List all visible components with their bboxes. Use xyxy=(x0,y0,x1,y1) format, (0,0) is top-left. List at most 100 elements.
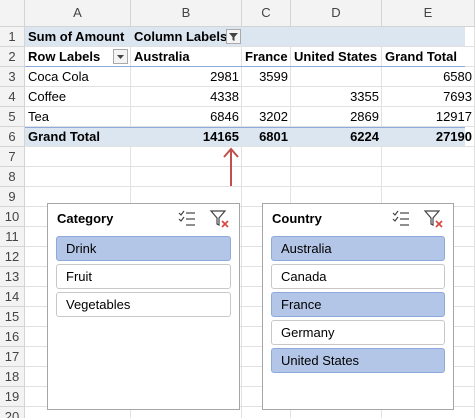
pivot-value-field: Sum of Amount xyxy=(28,29,125,44)
value-cell: 4338 xyxy=(210,89,239,104)
row-header: 16 xyxy=(0,327,25,347)
cell xyxy=(242,87,291,107)
row-header: 14 xyxy=(0,287,25,307)
value-cell: 6846 xyxy=(210,109,239,124)
row-header: 9 xyxy=(0,187,25,207)
value-cell: 2981 xyxy=(210,69,239,84)
slicer: Country Australia Canada France Germany Unite… xyxy=(262,203,454,410)
value-cell: 3355 xyxy=(350,89,379,104)
slicer-title: Category xyxy=(57,211,114,226)
row-header: 2 xyxy=(0,47,25,67)
slicer-title: Country xyxy=(272,211,322,226)
cell xyxy=(242,407,291,418)
cell xyxy=(25,107,131,127)
grand-total-value: 14165 xyxy=(202,129,239,144)
row-header: 17 xyxy=(0,347,25,367)
cell xyxy=(242,167,291,187)
cell xyxy=(242,107,291,127)
value-cell xyxy=(291,67,382,87)
column-header: A xyxy=(25,0,131,27)
slicer-item[interactable]: Fruit xyxy=(56,264,231,289)
slicer-item[interactable]: France xyxy=(271,292,445,317)
row-header: 4 xyxy=(0,87,25,107)
row-header: 8 xyxy=(0,167,25,187)
cell xyxy=(131,87,242,107)
row-header: 12 xyxy=(0,247,25,267)
cell xyxy=(25,407,131,418)
clear-filter-button[interactable] xyxy=(209,209,231,229)
row-header: 13 xyxy=(0,267,25,287)
value-cell: 2869 xyxy=(350,109,379,124)
cell xyxy=(291,407,382,418)
grand-total-label: Grand Total xyxy=(28,129,100,144)
row-header: 10 xyxy=(0,207,25,227)
row-header: 15 xyxy=(0,307,25,327)
value-cell: 12917 xyxy=(435,109,472,124)
row-header: 6 xyxy=(0,127,25,147)
cell xyxy=(131,67,242,87)
multi-select-button[interactable] xyxy=(391,209,411,227)
row-header: 19 xyxy=(0,387,25,407)
cell xyxy=(25,67,131,87)
cell xyxy=(382,167,475,187)
row-header: 20 xyxy=(0,407,25,418)
pivot-header: Row Labels xyxy=(28,49,101,64)
column-header: C xyxy=(242,0,291,27)
row-header: 1 xyxy=(0,27,25,47)
grand-total-value: 27190 xyxy=(435,129,472,144)
slicer-item[interactable]: Vegetables xyxy=(56,292,231,317)
pivot-header: Grand Total xyxy=(385,49,457,64)
cell xyxy=(242,67,291,87)
cell xyxy=(131,147,242,167)
row-header: 11 xyxy=(0,227,25,247)
cell xyxy=(291,67,382,87)
cell xyxy=(291,87,382,107)
row-header: 3 xyxy=(0,67,25,87)
corner xyxy=(0,0,25,27)
column-header: D xyxy=(291,0,382,27)
cell xyxy=(131,107,242,127)
cell xyxy=(131,167,242,187)
annotation-arrow xyxy=(223,147,239,186)
cell xyxy=(131,407,242,418)
grand-total-value: 6224 xyxy=(350,129,379,144)
cell xyxy=(25,87,131,107)
cell xyxy=(291,167,382,187)
column-labels-filter[interactable] xyxy=(226,29,241,44)
column-header: B xyxy=(131,0,242,27)
value-cell: 3599 xyxy=(259,69,288,84)
cell xyxy=(242,147,291,167)
cell xyxy=(25,147,131,167)
row-labels-dropdown[interactable] xyxy=(113,49,128,64)
column-header: E xyxy=(382,0,475,27)
cell xyxy=(291,107,382,127)
grand-total-value: 6801 xyxy=(259,129,288,144)
value-cell xyxy=(242,87,291,107)
pivot-header: France xyxy=(245,49,288,64)
value-cell: 6580 xyxy=(443,69,472,84)
pivot-total-band xyxy=(25,127,465,146)
row-label: Coca Cola xyxy=(28,69,89,84)
slicer-item[interactable]: Australia xyxy=(271,236,445,261)
row-label: Coffee xyxy=(28,89,67,104)
slicer: Category Drink Fruit Vegetables xyxy=(47,203,240,410)
multi-select-button[interactable] xyxy=(177,209,197,227)
row-header: 18 xyxy=(0,367,25,387)
cell xyxy=(25,167,131,187)
pivot-header-border xyxy=(25,66,465,67)
cell xyxy=(382,147,475,167)
pivot-column-labels: Column Labels xyxy=(134,29,228,44)
slicer-item[interactable]: United States xyxy=(271,348,445,373)
row-header: 7 xyxy=(0,147,25,167)
value-cell: 3202 xyxy=(259,109,288,124)
pivot-header: United States xyxy=(294,49,378,64)
row-header: 5 xyxy=(0,107,25,127)
slicer-item[interactable]: Germany xyxy=(271,320,445,345)
slicer-item[interactable]: Drink xyxy=(56,236,231,261)
value-cell: 7693 xyxy=(443,89,472,104)
slicer-item[interactable]: Canada xyxy=(271,264,445,289)
row-label: Tea xyxy=(28,109,49,124)
clear-filter-button[interactable] xyxy=(423,209,445,229)
cell xyxy=(291,147,382,167)
